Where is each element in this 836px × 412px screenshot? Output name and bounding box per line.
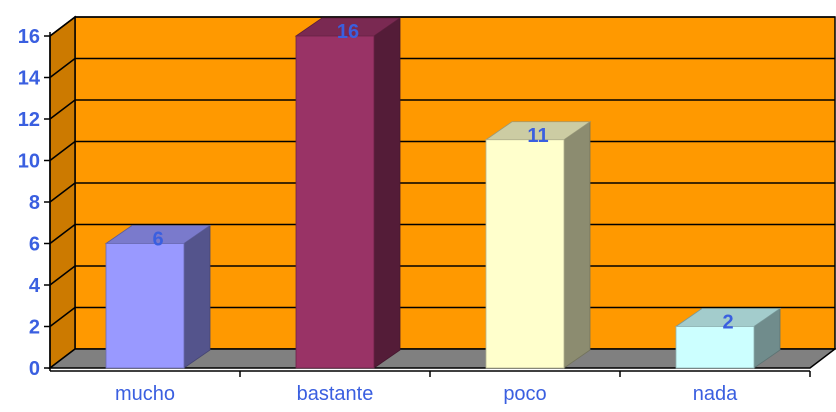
- x-tick-label: bastante: [297, 383, 374, 405]
- bar-front: [485, 139, 565, 369]
- bar-front: [295, 35, 375, 369]
- y-tick-label: 12: [18, 109, 40, 131]
- y-tick-label: 10: [18, 151, 40, 173]
- data-label: 2: [722, 312, 733, 334]
- data-labels: 6 16 11 2: [152, 21, 733, 334]
- bar-mucho: [104, 224, 212, 369]
- y-tick-label: 2: [29, 317, 40, 339]
- y-axis-ticks: 0 2 4 6 8 10 12 14 16: [18, 26, 50, 380]
- data-label: 16: [337, 21, 359, 43]
- bar-front: [675, 326, 755, 369]
- y-tick-label: 16: [18, 26, 40, 48]
- bar-bastante: [294, 17, 402, 369]
- bar-side: [563, 120, 591, 369]
- bar-side: [373, 17, 401, 369]
- bar-poco: [484, 120, 592, 369]
- y-tick-label: 0: [29, 358, 40, 380]
- x-tick-label: poco: [503, 383, 546, 405]
- y-tick-label: 14: [18, 68, 41, 90]
- data-label: 6: [152, 229, 163, 251]
- bar-front: [105, 243, 185, 369]
- gridline: [49, 99, 835, 120]
- bar-nada: [674, 307, 782, 369]
- gridline: [49, 16, 835, 37]
- bar-side: [183, 224, 211, 369]
- data-label: 11: [527, 125, 548, 147]
- y-tick-label: 6: [29, 234, 40, 256]
- x-axis-ticks: mucho bastante poco nada: [115, 371, 811, 405]
- x-tick-label: mucho: [115, 383, 175, 405]
- bars: [104, 17, 782, 369]
- y-tick-label: 4: [29, 275, 41, 297]
- y-tick-label: 8: [29, 192, 40, 214]
- x-tick-label: nada: [693, 383, 738, 405]
- gridline: [49, 57, 835, 79]
